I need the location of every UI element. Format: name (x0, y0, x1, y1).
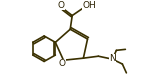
Text: O: O (59, 59, 66, 68)
Text: OH: OH (82, 1, 96, 10)
Text: N: N (109, 54, 116, 63)
Text: O: O (58, 1, 65, 10)
